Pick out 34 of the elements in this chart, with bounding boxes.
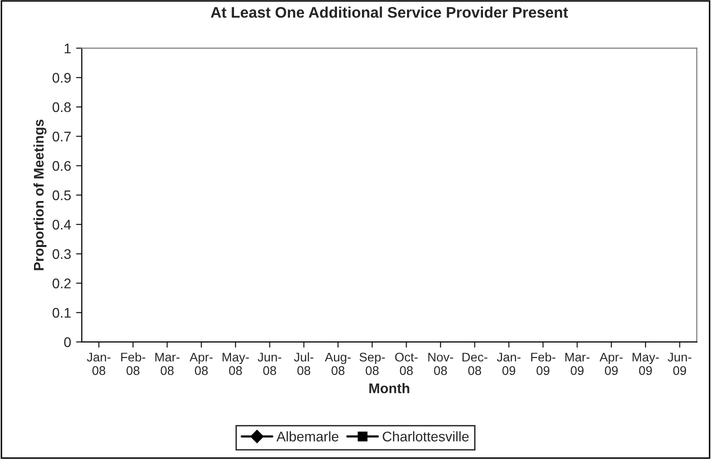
y-tick-label: 0.8 [52, 102, 71, 112]
x-tick-label: Aug-08 [324, 352, 351, 376]
x-tick-label: May-09 [632, 352, 659, 376]
y-tick-label: 0.5 [52, 190, 71, 200]
y-axis-title: Proportion of Meetings [33, 120, 46, 270]
x-tick-label: Jan-08 [86, 352, 110, 376]
x-tick-label: Jul-08 [294, 352, 314, 376]
x-tick-label: Dec-08 [462, 352, 488, 376]
legend-label: Albemarle [276, 431, 338, 442]
y-tick-label: 0.7 [52, 132, 71, 142]
y-tick-label: 0 [64, 337, 71, 348]
y-tick-label: 0.4 [52, 220, 71, 230]
y-tick-label: 0.3 [52, 249, 71, 259]
y-tick-label: 1 [64, 44, 71, 54]
x-tick-label: Mar-09 [565, 352, 590, 376]
x-axis-title: Month [369, 383, 410, 394]
chart-title: At Least One Additional Service Provider Present [210, 6, 568, 18]
y-tick-label: 0.1 [52, 308, 71, 318]
x-tick-label: Feb-09 [531, 352, 556, 376]
y-tick-label: 0.9 [52, 72, 71, 83]
x-tick-label: Nov-08 [428, 352, 454, 376]
x-tick-label: Jun-08 [258, 352, 282, 376]
y-tick-label: 0.2 [52, 278, 71, 288]
x-tick-label: Feb-08 [121, 352, 146, 376]
x-tick-label: Apr-08 [190, 352, 213, 376]
x-tick-label: May-08 [222, 352, 249, 376]
x-tick-label: Oct-08 [395, 352, 418, 376]
x-tick-label: Apr-09 [600, 352, 623, 376]
y-tick-label: 0.6 [52, 161, 71, 171]
x-tick-label: Mar-08 [155, 352, 180, 376]
x-tick-label: Jan-09 [496, 352, 520, 376]
legend-label: Charlottesville [382, 431, 469, 442]
x-tick-label: Sep-08 [360, 352, 385, 376]
x-tick-label: Jun-09 [668, 352, 692, 376]
